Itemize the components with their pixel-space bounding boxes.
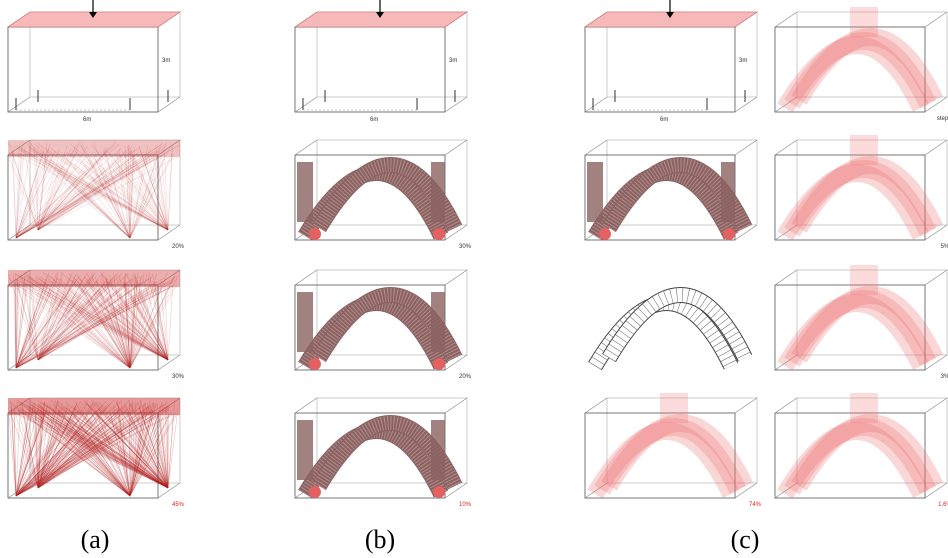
cell: step 1 (775, 7, 948, 122)
box-edge (775, 398, 797, 413)
box-edge (445, 140, 467, 155)
height-label: 3m (449, 58, 457, 64)
foot (599, 228, 611, 240)
box-edge (585, 97, 607, 112)
box-edge (8, 97, 30, 112)
box-edge (775, 12, 797, 27)
cell-label: 3% (941, 374, 948, 380)
panel-caption: (a) (81, 525, 110, 554)
truss-member (130, 156, 158, 238)
foot (433, 486, 445, 498)
box-edge (295, 140, 317, 155)
width-label: 6m (83, 117, 91, 123)
box-edge (925, 140, 947, 155)
cell: 30% (295, 140, 472, 250)
cell: 1.6% (775, 393, 948, 508)
box-edge (158, 355, 180, 370)
box-edge (295, 97, 317, 112)
box-edge (585, 398, 607, 413)
cell: 3% (775, 265, 948, 380)
box-edge (158, 483, 180, 498)
cell-label: 20% (459, 374, 472, 380)
cell: 20% (8, 140, 185, 250)
cell-label: 74% (749, 502, 762, 508)
wall-right (431, 292, 445, 352)
wall-left (297, 420, 313, 480)
box-front (295, 27, 445, 112)
box-edge (775, 140, 797, 155)
wall-right (431, 420, 445, 480)
top-layer (8, 398, 180, 415)
foot (309, 486, 321, 498)
box-edge (445, 398, 467, 413)
cell: 20% (295, 270, 472, 380)
foot (433, 358, 445, 370)
width-label: 6m (370, 117, 378, 123)
box-edge (158, 97, 180, 112)
top-layer (8, 140, 180, 157)
top-cluster (850, 135, 878, 165)
cell: 30% (8, 270, 185, 380)
cell: 45% (8, 398, 185, 508)
box-edge (775, 270, 797, 285)
top-cluster (850, 7, 878, 37)
box-edge (295, 398, 317, 413)
cell-label: 1.6% (938, 502, 948, 508)
wall-left (297, 292, 313, 352)
cell-label: step 1 (937, 116, 948, 122)
cell-label: 30% (172, 374, 185, 380)
cell: 74% (585, 393, 762, 508)
box-edge (925, 12, 947, 27)
box-edge (295, 270, 317, 285)
figure: 3m 6m 20% 30% 45% (a) 3m 6m 30% 20% 10% (b) 3m 6m 74% (… (0, 0, 948, 558)
top-cluster (660, 393, 688, 423)
cell-label: 30% (459, 244, 472, 250)
width-label: 6m (660, 117, 668, 123)
wall-left (587, 162, 603, 222)
top-layer (8, 270, 180, 287)
truss-member (16, 278, 164, 368)
box-edge (158, 225, 180, 240)
cell (585, 140, 757, 240)
panel-caption: (c) (731, 525, 760, 554)
box-edge (735, 398, 757, 413)
box-edge (735, 97, 757, 112)
box-front (8, 27, 158, 112)
top-cluster (850, 265, 878, 295)
wall-right (721, 162, 735, 222)
foot (433, 228, 445, 240)
cell (595, 295, 745, 366)
cell-label: 5% (941, 244, 948, 250)
box-edge (735, 140, 757, 155)
cell: 3m 6m (8, 0, 180, 123)
height-label: 3m (739, 58, 747, 64)
cell-label: 20% (172, 244, 185, 250)
cell-label: 45% (172, 502, 185, 508)
box-edge (925, 270, 947, 285)
cell-label: 10% (459, 502, 472, 508)
wall-left (297, 162, 313, 222)
truss-member (168, 146, 173, 230)
cell: 10% (295, 398, 472, 508)
foot (309, 358, 321, 370)
cell: 3m 6m (585, 0, 757, 123)
box-edge (445, 97, 467, 112)
box-edge (445, 270, 467, 285)
cell: 5% (775, 135, 948, 250)
cell: 3m 6m (295, 0, 467, 123)
height-label: 3m (162, 58, 170, 64)
panel-caption: (b) (365, 525, 395, 554)
wall-right (431, 162, 445, 222)
box-edge (585, 140, 607, 155)
foot (309, 228, 321, 240)
box-edge (925, 398, 947, 413)
top-cluster (850, 393, 878, 423)
foot (723, 228, 735, 240)
box-front (585, 27, 735, 112)
